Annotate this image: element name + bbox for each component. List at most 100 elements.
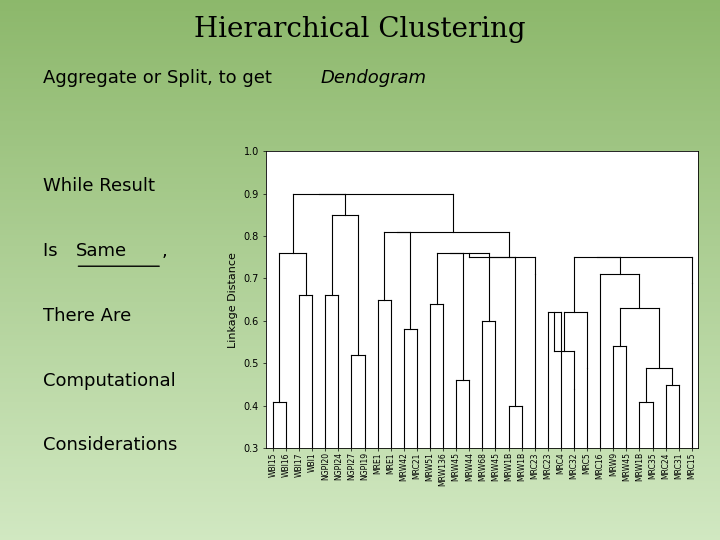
Bar <box>0 378 720 381</box>
Bar <box>0 143 720 146</box>
Bar <box>0 267 720 270</box>
Bar <box>0 119 720 122</box>
Bar <box>0 178 720 181</box>
Bar <box>0 57 720 59</box>
Bar <box>0 216 720 219</box>
Bar <box>0 111 720 113</box>
Bar <box>0 76 720 78</box>
Bar <box>0 427 720 429</box>
Bar <box>0 273 720 275</box>
Bar <box>0 73 720 76</box>
Bar <box>0 97 720 100</box>
Bar <box>0 400 720 402</box>
Bar <box>0 251 720 254</box>
Bar <box>0 332 720 335</box>
Bar <box>0 394 720 397</box>
Bar <box>0 186 720 189</box>
Bar <box>0 184 720 186</box>
Bar <box>0 224 720 227</box>
Bar <box>0 305 720 308</box>
Y-axis label: Linkage Distance: Linkage Distance <box>228 252 238 348</box>
Bar <box>0 478 720 481</box>
Bar <box>0 370 720 373</box>
Bar <box>0 270 720 273</box>
Bar <box>0 410 720 413</box>
Bar <box>0 521 720 524</box>
Bar <box>0 440 720 443</box>
Bar <box>0 392 720 394</box>
Bar <box>0 302 720 305</box>
Bar <box>0 424 720 427</box>
Bar <box>0 113 720 116</box>
Bar <box>0 54 720 57</box>
Bar <box>0 130 720 132</box>
Bar <box>0 329 720 332</box>
Bar <box>0 265 720 267</box>
Bar <box>0 51 720 54</box>
Text: Same: Same <box>76 242 127 260</box>
Bar <box>0 348 720 351</box>
Bar <box>0 481 720 483</box>
Bar <box>0 235 720 238</box>
Bar <box>0 100 720 103</box>
Bar <box>0 40 720 43</box>
Bar <box>0 294 720 297</box>
Bar <box>0 472 720 475</box>
Bar <box>0 459 720 462</box>
Bar <box>0 103 720 105</box>
Text: While Result: While Result <box>43 177 156 195</box>
Bar <box>0 11 720 14</box>
Bar <box>0 321 720 324</box>
Bar <box>0 135 720 138</box>
Bar <box>0 467 720 470</box>
Bar <box>0 451 720 454</box>
Bar <box>0 232 720 235</box>
Bar <box>0 70 720 73</box>
Bar <box>0 470 720 472</box>
Bar <box>0 181 720 184</box>
Bar <box>0 154 720 157</box>
Bar <box>0 246 720 248</box>
Bar <box>0 464 720 467</box>
Bar <box>0 327 720 329</box>
Bar <box>0 351 720 354</box>
Text: There Are: There Are <box>43 307 132 325</box>
Bar <box>0 208 720 211</box>
Bar <box>0 24 720 27</box>
Bar <box>0 27 720 30</box>
Bar <box>0 418 720 421</box>
Bar <box>0 413 720 416</box>
Bar <box>0 68 720 70</box>
Bar <box>0 435 720 437</box>
Bar <box>0 16 720 19</box>
Bar <box>0 189 720 192</box>
Bar <box>0 421 720 424</box>
Bar <box>0 108 720 111</box>
Bar <box>0 151 720 154</box>
Bar <box>0 3 720 5</box>
Bar <box>0 343 720 346</box>
Bar <box>0 46 720 49</box>
Bar <box>0 281 720 284</box>
Bar <box>0 443 720 445</box>
Bar <box>0 340 720 343</box>
Bar <box>0 173 720 176</box>
Bar <box>0 167 720 170</box>
Bar <box>0 202 720 205</box>
Bar <box>0 165 720 167</box>
Bar <box>0 221 720 224</box>
Bar <box>0 32 720 35</box>
Bar <box>0 38 720 40</box>
Bar <box>0 259 720 262</box>
Bar <box>0 526 720 529</box>
Bar <box>0 510 720 513</box>
Bar <box>0 324 720 327</box>
Bar <box>0 227 720 229</box>
Bar <box>0 205 720 208</box>
Bar <box>0 446 720 448</box>
Bar <box>0 238 720 240</box>
Bar <box>0 124 720 127</box>
Bar <box>0 62 720 65</box>
Bar <box>0 92 720 94</box>
Bar <box>0 462 720 464</box>
